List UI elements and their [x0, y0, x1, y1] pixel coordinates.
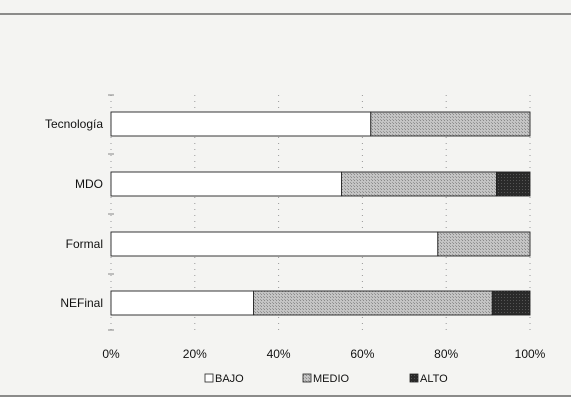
bar-medio	[370, 111, 531, 137]
legend-swatch-alto	[409, 373, 419, 383]
bar-bajo	[110, 290, 254, 316]
x-axis-ticks: 0% 20% 40% 60% 80% 100%	[102, 347, 545, 361]
category-labels: Tecnología MDO Formal NEFinal	[45, 117, 103, 310]
legend-swatch-bajo	[204, 373, 214, 383]
legend-label-medio: MEDIO	[313, 373, 350, 385]
grid-lines	[108, 94, 531, 331]
x-tick-label: 0%	[102, 347, 120, 361]
bar-medio	[341, 171, 497, 197]
bar-bajo	[110, 171, 342, 197]
legend: BAJO MEDIO ALTO	[204, 373, 448, 385]
bar-alto	[491, 290, 531, 316]
x-tick-label: 40%	[267, 347, 291, 361]
x-tick-label: 100%	[515, 347, 546, 361]
x-tick-label: 80%	[434, 347, 458, 361]
legend-swatch-medio	[302, 373, 312, 383]
bar-alto	[496, 171, 531, 197]
legend-label-alto: ALTO	[420, 373, 448, 385]
bars	[110, 111, 531, 316]
category-label: NEFinal	[60, 296, 103, 310]
bar-medio	[253, 290, 493, 316]
legend-label-bajo: BAJO	[215, 373, 244, 385]
x-tick-label: 20%	[183, 347, 207, 361]
bar-medio	[437, 231, 531, 257]
bar-bajo	[110, 111, 372, 137]
bar-bajo	[110, 231, 439, 257]
category-label: MDO	[75, 177, 103, 191]
x-tick-label: 60%	[350, 347, 374, 361]
category-label: Formal	[66, 237, 103, 251]
category-label: Tecnología	[45, 117, 103, 131]
